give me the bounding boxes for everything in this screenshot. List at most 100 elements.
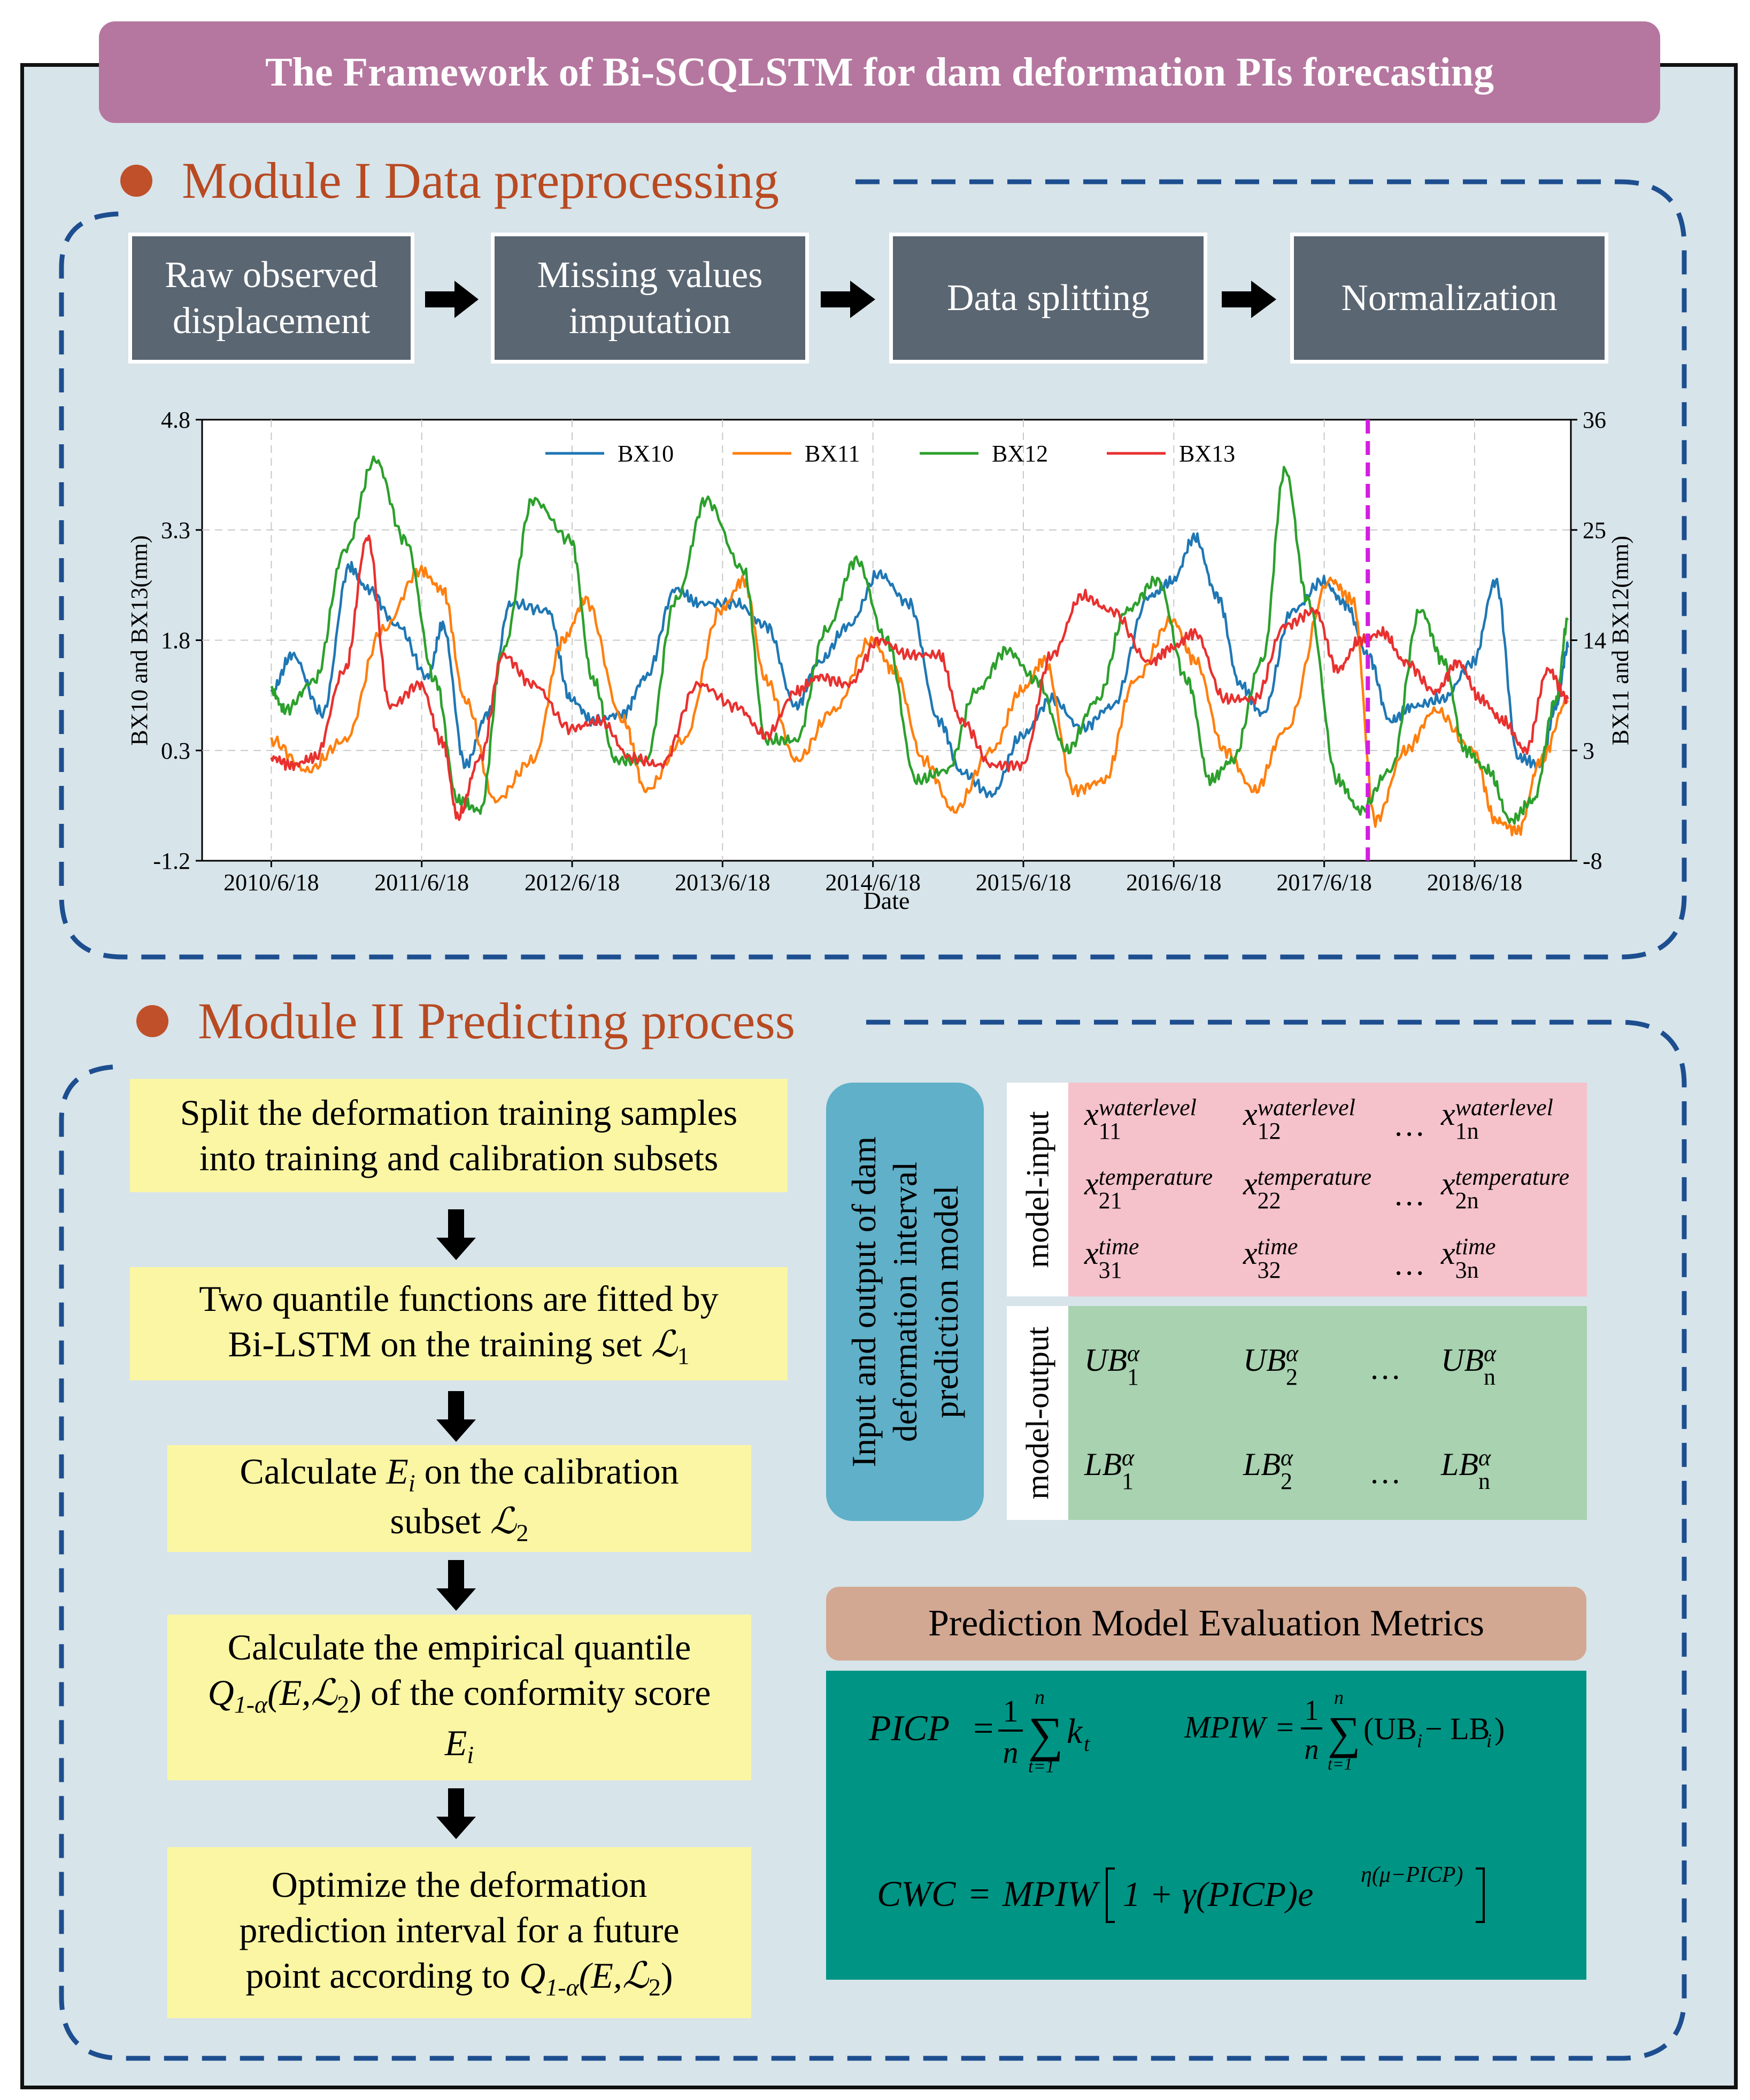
x-tick-label: 2012/6/18 — [525, 869, 620, 895]
arrow-right-icon — [1222, 281, 1276, 318]
module2-title: Module II Predicting process — [198, 992, 796, 1049]
x-tick-label: 2014/6/18 — [825, 869, 920, 895]
step-data-splitting: Data splitting — [889, 233, 1207, 364]
step3-set-symbol: ℒ — [490, 1501, 516, 1541]
legend-label-BX10: BX10 — [618, 441, 674, 467]
y-right-tick-label: 25 — [1583, 517, 1606, 543]
module1-title: Module I Data preprocessing — [182, 152, 779, 209]
model-output-label: model-output — [1020, 1326, 1055, 1500]
module1-arrows — [425, 281, 1276, 318]
legend-label-BX11: BX11 — [805, 441, 860, 467]
y-right-tick-label: 14 — [1583, 628, 1606, 654]
step4-q-args: (E, — [267, 1672, 311, 1713]
step-normalization: Normalization — [1290, 233, 1608, 364]
module1-bullet-icon — [120, 165, 152, 197]
step5-q-args: (E, — [579, 1955, 622, 1996]
series-line-BX13 — [270, 534, 1569, 821]
arrow-right-icon — [821, 281, 875, 318]
step5-pre: point according to — [245, 1955, 520, 1996]
module2-border — [59, 1020, 1687, 2061]
metrics-title: Prediction Model Evaluation Metrics — [928, 1603, 1485, 1644]
model-input-panel — [1068, 1083, 1587, 1296]
step-raw-displacement: Raw observed displacement — [128, 233, 414, 364]
mpiw-sum-top: n — [1334, 1687, 1344, 1708]
step3-set-sub: 2 — [516, 1519, 529, 1547]
cwc-body: 1 + γ(PICP)e — [1123, 1875, 1313, 1914]
x-tick-label: 2018/6/18 — [1427, 869, 1522, 895]
mpiw-term-sub2: i — [1486, 1730, 1492, 1751]
metrics-title-box: Prediction Model Evaluation Metrics — [826, 1587, 1586, 1661]
cwc-bracket-left — [1106, 1867, 1115, 1923]
step-quantile-fit: Two quantile functions are fitted by Bi-… — [130, 1267, 788, 1380]
step4-post: of the conformity score — [361, 1672, 711, 1713]
framework-banner: The Framework of Bi-SCQLSTM for dam defo… — [99, 21, 1660, 123]
x-tick-label: 2016/6/18 — [1126, 869, 1221, 895]
cwc-mpiw: MPIW — [1002, 1873, 1100, 1914]
series-line-BX11 — [270, 565, 1569, 837]
output-cell: UB α 2 — [1243, 1340, 1299, 1390]
input-cell: x temperature 22 — [1243, 1164, 1372, 1214]
step-empirical-quantile: Calculate the empirical quantile Q1-α(E,… — [167, 1615, 751, 1780]
y-left-tick-label: -1.2 — [153, 848, 190, 874]
output-cell: LB α 2 — [1243, 1445, 1293, 1494]
input-cell: x time 31 — [1084, 1233, 1139, 1283]
legend-label-BX12: BX12 — [992, 441, 1048, 467]
output-cell: UB α 1 — [1084, 1340, 1140, 1390]
x-tick-label: 2015/6/18 — [976, 869, 1071, 895]
picp-term-sub: t — [1084, 1732, 1090, 1756]
input-cell: x temperature 21 — [1084, 1164, 1213, 1214]
tick-labels: 2010/6/18 2011/6/18 2012/6/18 2013/6/18 2014… — [153, 407, 1606, 895]
step-calculate-e: Calculate Ei on the calibration subset ℒ… — [167, 1445, 751, 1552]
cwc-bracket-right — [1476, 1867, 1485, 1923]
step2-set-symbol: ℒ — [651, 1323, 677, 1364]
picp-term: k — [1067, 1712, 1083, 1751]
input-cell: x waterlevel 1n — [1441, 1094, 1553, 1144]
model-input-label-box: model-input — [1007, 1083, 1068, 1296]
picp-frac-den: n — [1003, 1735, 1019, 1770]
step5-line1: Optimize the deformation — [271, 1864, 647, 1905]
ellipsis: … — [1396, 1246, 1424, 1281]
mpiw-frac-num: 1 — [1305, 1694, 1319, 1726]
step4-line1: Calculate the empirical quantile — [227, 1627, 691, 1668]
x-axis-label: Date — [864, 887, 910, 914]
input-cell: x time 3n — [1441, 1233, 1496, 1283]
step-missing-label: Missing values imputation — [537, 254, 763, 342]
step-optimize-interval: Optimize the deformation prediction inte… — [167, 1847, 751, 2018]
step4-q: Q — [207, 1672, 234, 1713]
model-input-label: model-input — [1020, 1111, 1055, 1268]
mpiw-term-sub1: i — [1417, 1730, 1422, 1751]
step-missing-values: Missing values imputation — [491, 233, 809, 364]
module2-bullet-icon — [136, 1005, 168, 1037]
picp-sum-bottom: t=1 — [1028, 1757, 1054, 1777]
step5-q: Q — [519, 1955, 546, 1996]
mpiw-lhs: MPIW — [1184, 1710, 1268, 1744]
y-left-tick-label: 4.8 — [161, 407, 190, 433]
x-tick-label: 2010/6/18 — [223, 869, 319, 895]
ellipsis: … — [1371, 1455, 1400, 1490]
series-line-BX10 — [270, 532, 1569, 799]
arrow-down-icon — [436, 1391, 476, 1442]
y-left-axis-label: BX10 and BX13(mm) — [126, 535, 152, 746]
ellipsis: … — [1396, 1177, 1424, 1212]
y-right-tick-label: 36 — [1583, 407, 1606, 433]
ellipsis: … — [1396, 1107, 1424, 1142]
model-output-label-box: model-output — [1007, 1306, 1068, 1520]
output-cell: UB α n — [1441, 1340, 1497, 1390]
displacement-chart: 2010/6/18 2011/6/18 2012/6/18 2013/6/18 2014… — [126, 407, 1633, 914]
io-side-label: Input and output of dam deformation inte… — [844, 1136, 965, 1468]
step4-var: E — [444, 1722, 467, 1763]
x-tick-label: 2017/6/18 — [1276, 869, 1371, 895]
mpiw-frac-den: n — [1305, 1733, 1319, 1765]
y-right-axis-label: BX11 and BX12(mm) — [1607, 536, 1633, 745]
y-left-tick-label: 0.3 — [161, 738, 190, 764]
step-split-samples: Split the deformation training samples i… — [130, 1079, 788, 1192]
x-tick-label: 2013/6/18 — [675, 869, 770, 895]
input-cell: x waterlevel 12 — [1243, 1094, 1355, 1144]
picp-sum-top: n — [1035, 1686, 1045, 1709]
step1-line2: into training and calibration subsets — [199, 1138, 719, 1178]
series-line-BX12 — [270, 455, 1569, 825]
input-cell: x temperature 2n — [1441, 1164, 1570, 1214]
model-output-panel — [1068, 1306, 1587, 1520]
step3-var-sub: i — [408, 1469, 415, 1497]
mpiw-term-open: (UB — [1363, 1711, 1417, 1746]
